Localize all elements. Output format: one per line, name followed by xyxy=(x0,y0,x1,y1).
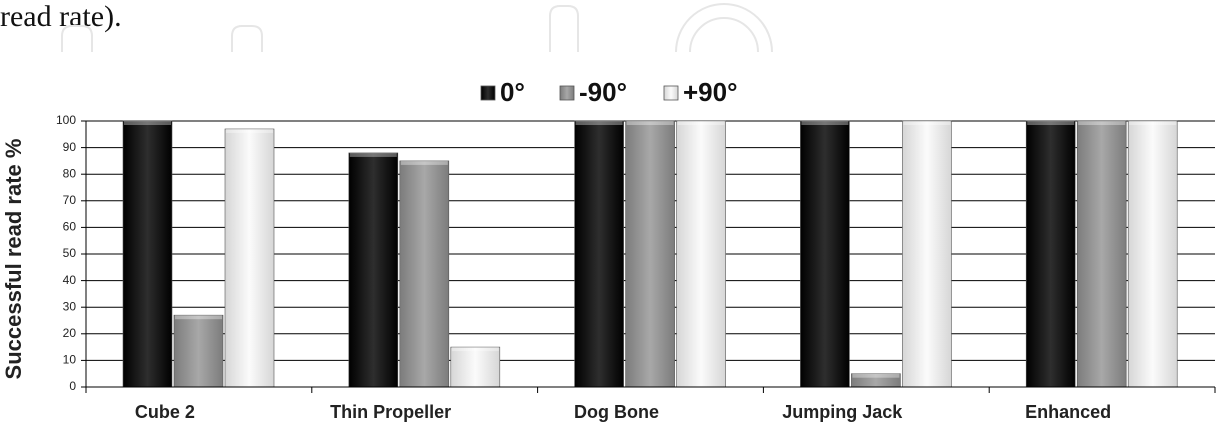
y-tick-label: 40 xyxy=(63,273,77,287)
bar-enhanced-series-2 xyxy=(1127,120,1178,388)
y-tick-label: 70 xyxy=(63,193,77,207)
bar-highlight xyxy=(801,121,849,125)
y-tick-label: 100 xyxy=(56,113,76,127)
bar-cube-2-series-0 xyxy=(122,120,173,388)
bar-highlight xyxy=(400,160,448,165)
bar-dog-bone-series-0 xyxy=(574,120,624,388)
bar-highlight xyxy=(124,121,171,125)
y-tick-label: 90 xyxy=(63,140,77,154)
bar-highlight xyxy=(1027,121,1075,125)
bar-highlight xyxy=(626,121,674,125)
bars xyxy=(122,120,1178,388)
x-tick-labels: Cube 2 Thin Propeller Dog Bone Jumping Jack… xyxy=(135,402,1111,422)
bar-thin-propeller-series-1 xyxy=(399,160,450,388)
bar-jumping-jack-series-0 xyxy=(800,120,850,388)
bar-highlight xyxy=(1078,121,1126,125)
bar-highlight xyxy=(575,121,623,125)
bar-dog-bone-series-1 xyxy=(625,120,675,388)
legend-swatch xyxy=(663,85,679,101)
y-tick-label: 30 xyxy=(63,299,77,313)
y-tick-label: 20 xyxy=(63,326,77,340)
bar-enhanced-series-1 xyxy=(1076,120,1127,388)
legend: 0° -90° +90° xyxy=(480,77,738,107)
bar-highlight xyxy=(1129,121,1177,125)
bar-dog-bone-series-2 xyxy=(676,120,726,388)
bar-highlight xyxy=(226,128,273,133)
bar-highlight xyxy=(903,121,951,125)
y-ticks: 0 10 20 30 40 50 60 70 80 90 100 xyxy=(56,113,86,393)
y-tick-label: 50 xyxy=(63,246,77,260)
bar-highlight xyxy=(677,121,725,125)
y-axis-label: Successful read rate % xyxy=(1,139,26,380)
y-tick-label: 80 xyxy=(63,166,77,180)
bar-cube-2-series-2 xyxy=(224,128,275,388)
bar-thin-propeller-series-2 xyxy=(450,346,501,388)
legend-label: +90° xyxy=(683,77,738,107)
bar-cube-2-series-1 xyxy=(173,314,224,388)
x-tick-label: Dog Bone xyxy=(574,402,659,422)
bar-thin-propeller-series-0 xyxy=(348,152,399,388)
y-tick-label: 0 xyxy=(69,379,76,393)
x-tick-label: Cube 2 xyxy=(135,402,195,422)
legend-swatch xyxy=(559,85,575,101)
bar-jumping-jack-series-2 xyxy=(902,120,952,388)
x-tick-label: Thin Propeller xyxy=(330,402,451,422)
bar-enhanced-series-0 xyxy=(1025,120,1076,388)
legend-swatch xyxy=(480,85,496,101)
x-tick-label: Jumping Jack xyxy=(782,402,903,422)
axes xyxy=(85,121,1216,393)
bar-highlight xyxy=(175,315,222,320)
y-tick-label: 10 xyxy=(63,353,77,367)
legend-label: 0° xyxy=(500,77,525,107)
caption-fragment: read rate). xyxy=(0,0,122,33)
x-tick-label: Enhanced xyxy=(1025,402,1111,422)
legend-label: -90° xyxy=(579,77,627,107)
y-tick-label: 60 xyxy=(63,220,77,234)
bar-highlight xyxy=(349,152,397,157)
bar-highlight xyxy=(852,373,900,378)
bar-highlight xyxy=(451,347,499,352)
